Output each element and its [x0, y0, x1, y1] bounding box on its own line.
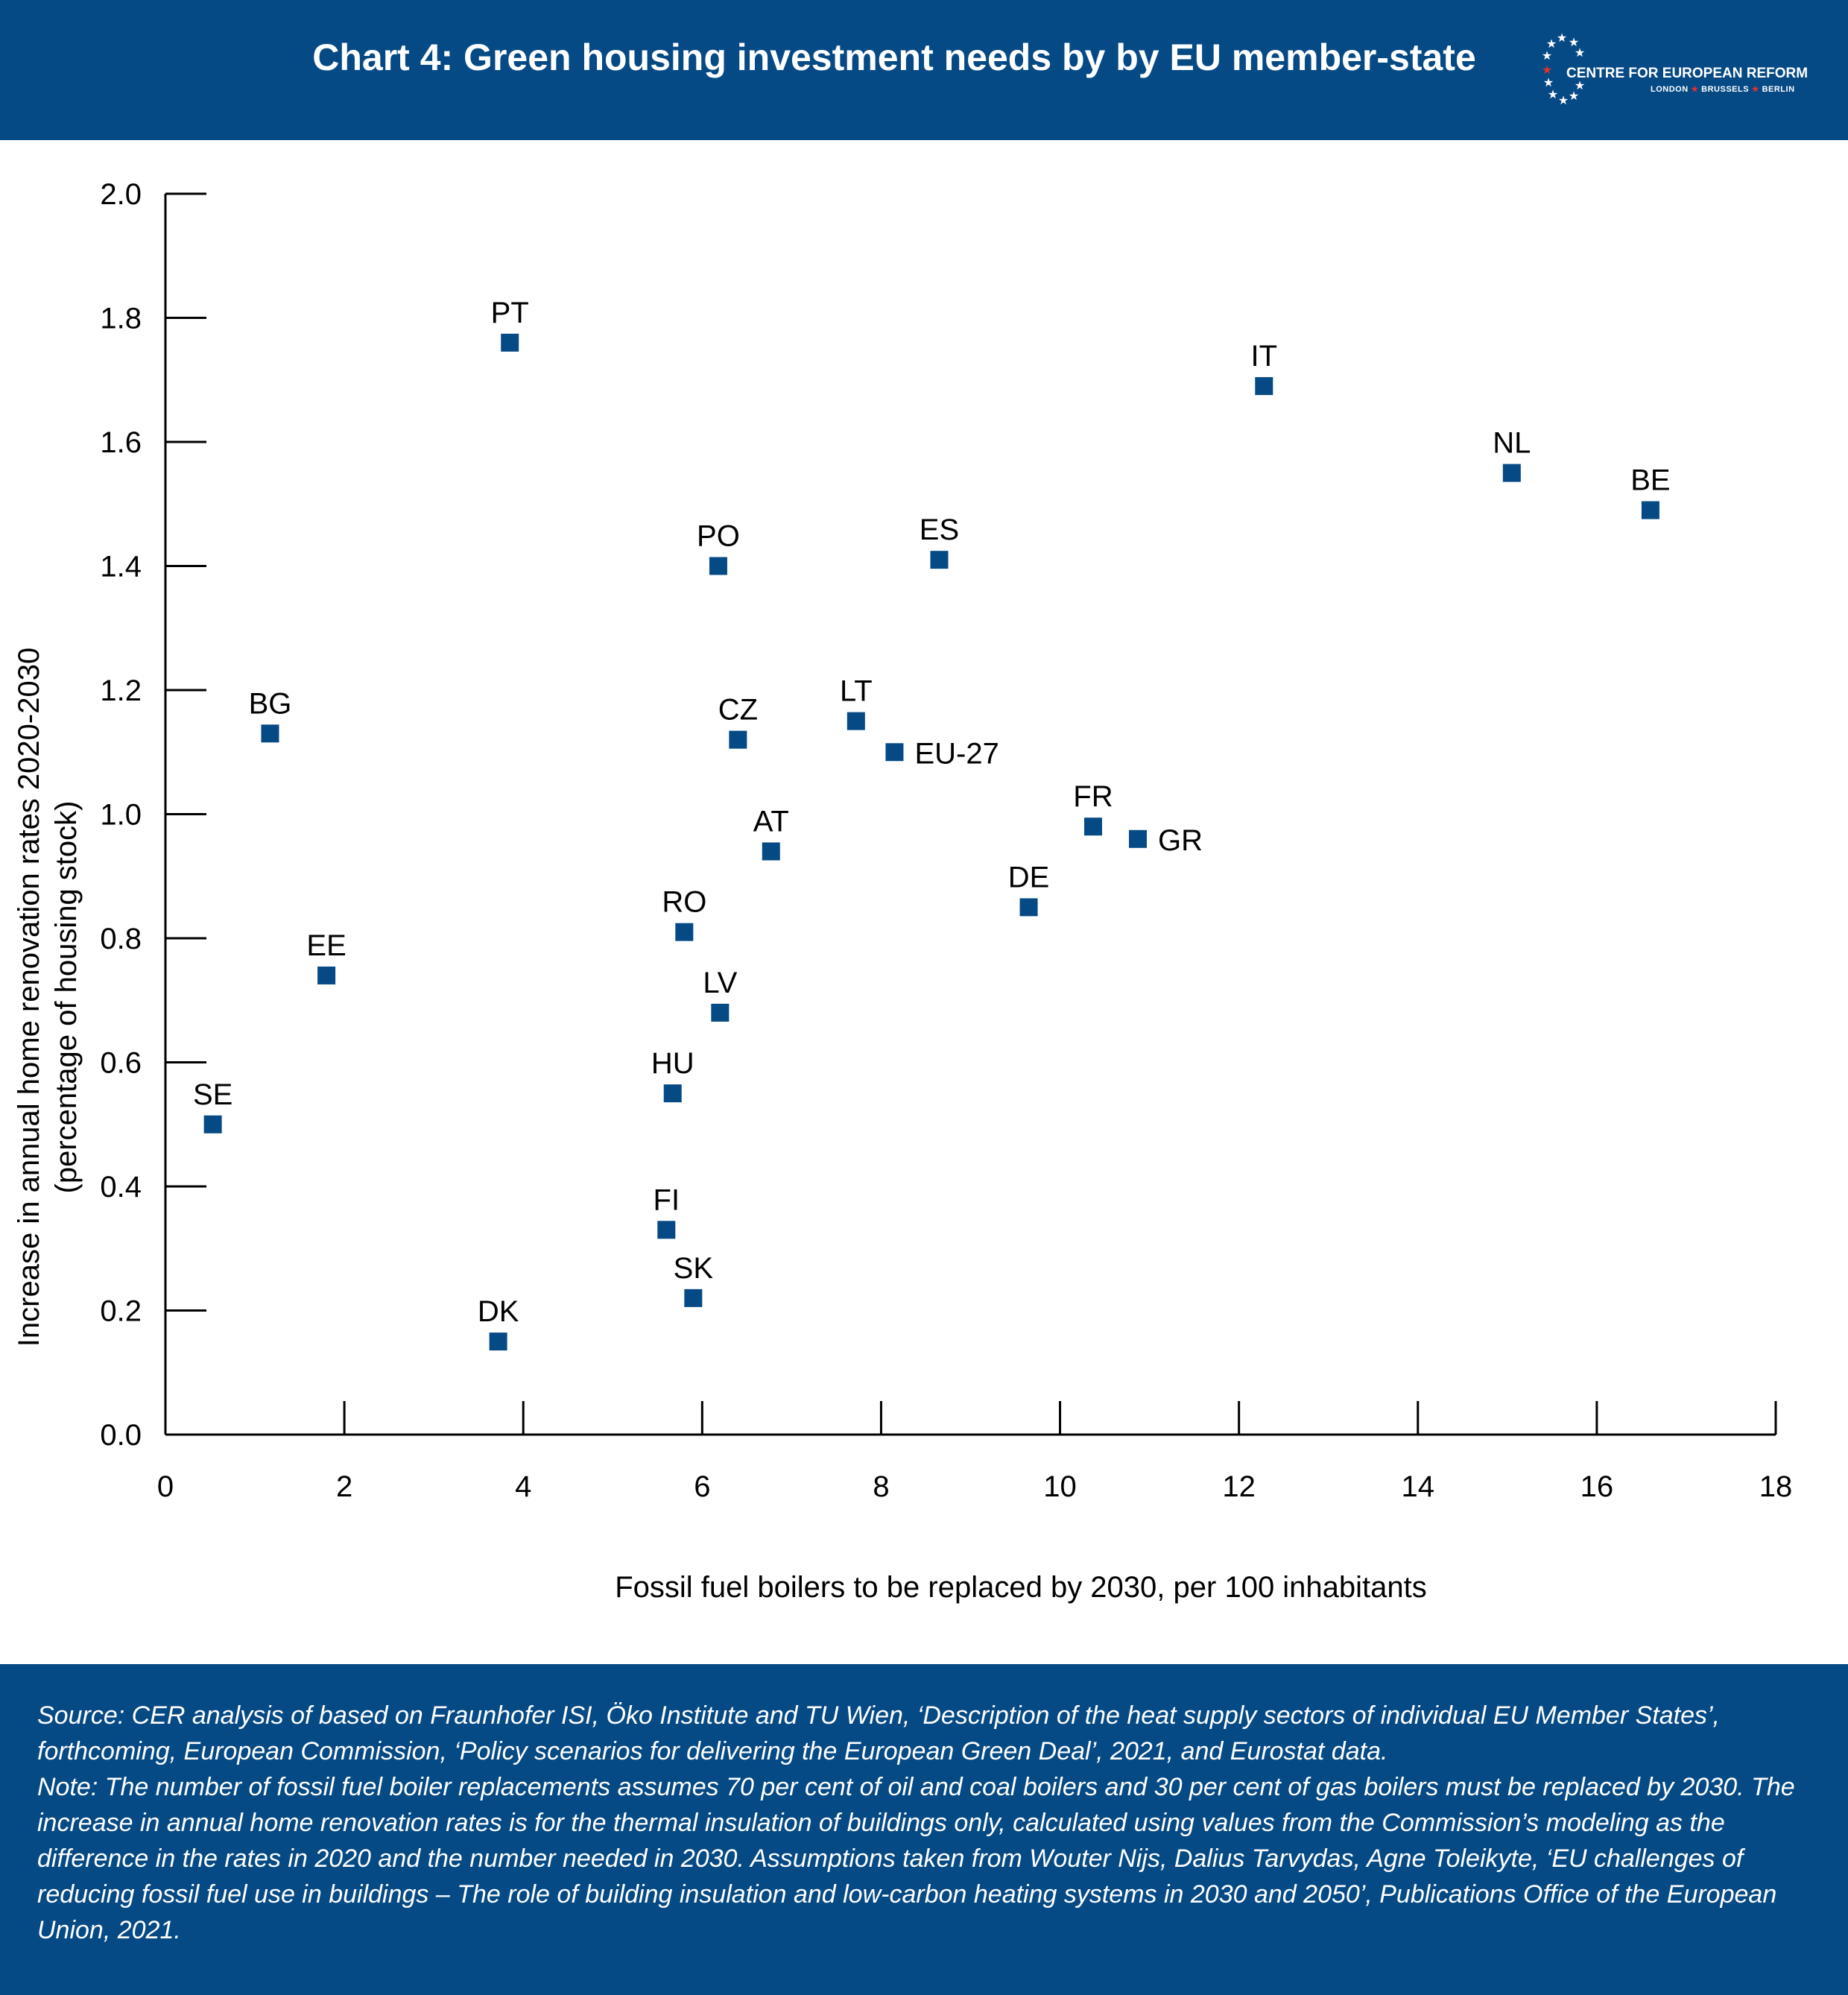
x-tick-label: 2 [336, 1470, 352, 1503]
data-point-de [1019, 898, 1038, 917]
y-tick-label: 1.8 [100, 303, 142, 335]
y-tick-label: 1.0 [100, 799, 142, 832]
y-tick-label: 0.4 [100, 1171, 142, 1204]
data-label-ee: EE [306, 929, 346, 962]
data-point-nl [1502, 464, 1521, 482]
data-point-lt [847, 712, 865, 730]
y-tick-label: 1.6 [100, 426, 142, 459]
data-label-hu: HU [651, 1047, 694, 1080]
x-tick-label: 6 [694, 1470, 710, 1503]
y-axis-label-sub: (percentage of housing stock) [50, 801, 83, 1194]
data-point-bg [261, 724, 279, 743]
data-label-lv: LV [703, 967, 737, 999]
data-point-hu [663, 1084, 682, 1103]
svg-text:★: ★ [1546, 37, 1557, 51]
logo-city-brussels: BRUSSELS [1701, 85, 1750, 94]
logo-cities: LONDON ★ BRUSSELS ★ BERLIN [1651, 85, 1795, 94]
cer-logo: ★ ★ ★ ★ ★ ★ ★ ★ ★ ★ ★ CENTRE FOR EUROPEA… [1542, 30, 1808, 116]
data-label-se: SE [193, 1078, 232, 1111]
x-tick-label: 16 [1580, 1470, 1614, 1503]
svg-text:★: ★ [1542, 48, 1552, 63]
data-point-es [930, 551, 949, 569]
source-text: Source: CER analysis of based on Fraunho… [37, 1701, 1720, 1765]
svg-text:★: ★ [1569, 89, 1579, 103]
data-point-be [1641, 501, 1659, 519]
y-tick-label: 0.0 [100, 1419, 142, 1452]
logo-city-london: LONDON [1651, 85, 1689, 94]
data-label-fr: FR [1073, 780, 1113, 813]
data-label-eu-27: EU-27 [914, 737, 999, 770]
data-label-ro: RO [662, 886, 706, 919]
svg-text:★: ★ [1543, 75, 1554, 89]
x-tick-label: 8 [873, 1470, 889, 1503]
data-label-it: IT [1251, 340, 1278, 373]
data-label-gr: GR [1158, 824, 1203, 857]
svg-text:★: ★ [1575, 78, 1585, 92]
svg-text:★: ★ [1557, 31, 1567, 45]
y-tick-label: 2.0 [100, 178, 142, 211]
data-point-ro [675, 923, 694, 941]
x-tick-label: 12 [1222, 1470, 1256, 1503]
x-axis-label: Fossil fuel boilers to be replaced by 20… [615, 1571, 1427, 1604]
svg-text:★: ★ [1548, 87, 1558, 101]
svg-text:★: ★ [1575, 45, 1585, 60]
y-tick-label: 1.4 [100, 551, 142, 584]
data-label-fi: FI [654, 1183, 680, 1216]
y-tick-label: 0.2 [100, 1295, 142, 1328]
y-tick-label: 1.2 [100, 674, 142, 707]
data-point-gr [1129, 829, 1148, 848]
data-label-cz: CZ [718, 694, 758, 727]
svg-text:★: ★ [1558, 93, 1569, 107]
data-point-sk [684, 1289, 703, 1307]
data-points: PT IT NL BE PO ES BG CZ LT EU-27 FR GR AT DE RO EE LV HU S… [193, 297, 1671, 1351]
data-point-lv [711, 1003, 730, 1022]
data-point-fr [1083, 818, 1102, 836]
footer: Source: CER analysis of based on Fraunho… [0, 1664, 1848, 1995]
svg-text:★: ★ [1569, 35, 1579, 49]
tick-labels: 0.0 0.2 0.4 0.6 0.8 1.0 1.2 1.4 1.6 1.8 2.0 0 2 4 6 8 10… [100, 178, 1792, 1503]
eu-stars-icon: ★ ★ ★ ★ ★ ★ ★ ★ ★ ★ ★ [1542, 31, 1585, 107]
logo-city-berlin: BERLIN [1762, 85, 1795, 94]
data-point-pt [501, 333, 519, 352]
header-bar: Chart 4: Green housing investment needs … [0, 0, 1848, 140]
data-label-lt: LT [840, 675, 873, 708]
data-label-dk: DK [478, 1295, 519, 1328]
data-point-at [762, 842, 780, 861]
data-label-at: AT [753, 805, 789, 838]
data-point-dk [489, 1332, 507, 1351]
y-tick-label: 0.6 [100, 1047, 142, 1080]
x-tick-label: 10 [1043, 1470, 1077, 1503]
chart-title: Chart 4: Green housing investment needs … [312, 37, 1476, 78]
x-tick-label: 4 [515, 1470, 531, 1503]
x-tick-label: 14 [1402, 1470, 1435, 1503]
data-point-ee [317, 966, 336, 984]
data-point-cz [729, 730, 747, 749]
data-point-it [1255, 377, 1273, 396]
logo-name: CENTRE FOR EUROPEAN REFORM [1566, 66, 1809, 81]
data-label-sk: SK [674, 1252, 714, 1285]
data-point-fi [657, 1221, 676, 1239]
data-point-se [203, 1115, 222, 1134]
data-label-pt: PT [491, 297, 529, 329]
data-point-eu-27 [885, 743, 904, 762]
axes [164, 192, 1777, 1436]
x-tick-label: 0 [157, 1470, 174, 1503]
scatter-chart: 0.0 0.2 0.4 0.6 0.8 1.0 1.2 1.4 1.6 1.8 2.0 0 2 4 6 8 10… [13, 178, 1792, 1604]
data-label-de: DE [1008, 861, 1050, 894]
data-label-po: PO [697, 520, 740, 553]
note-text: Note: The number of fossil fuel boiler r… [37, 1773, 1795, 1944]
data-label-es: ES [920, 513, 959, 546]
data-label-be: BE [1630, 464, 1670, 497]
data-label-bg: BG [249, 687, 292, 720]
y-tick-label: 0.8 [100, 923, 142, 955]
y-axis-label: Increase in annual home renovation rates… [13, 648, 45, 1347]
data-point-po [709, 557, 727, 575]
data-label-nl: NL [1493, 427, 1531, 460]
x-tick-label: 18 [1759, 1470, 1793, 1503]
svg-text:★: ★ [1542, 63, 1552, 77]
